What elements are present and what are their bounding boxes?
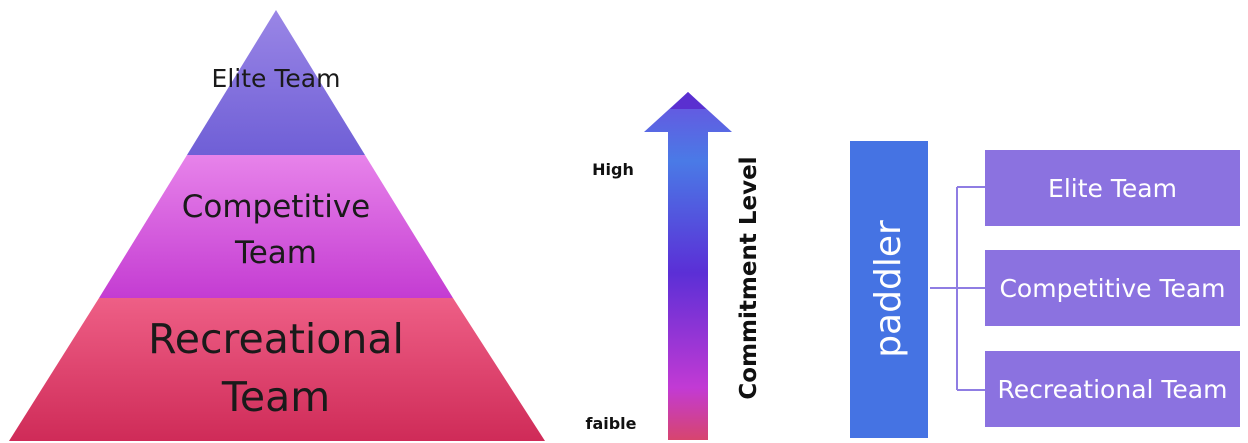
child-label-recreational: Recreational Team xyxy=(997,374,1228,404)
root-label: paddler xyxy=(868,220,909,358)
child-box-recreational xyxy=(985,351,1240,427)
pyramid-label-recreational-line2: Team xyxy=(221,373,331,421)
arrow-shape xyxy=(644,92,732,440)
pyramid-level-competitive xyxy=(99,155,453,298)
pyramid-label-competitive-line1: Competitive xyxy=(181,189,371,225)
pyramid xyxy=(9,10,545,441)
pyramid-level-recreational xyxy=(9,298,545,441)
child-label-competitive: Competitive Team xyxy=(999,273,1226,303)
arrow-axis-title: Commitment Level xyxy=(736,156,762,400)
pyramid-label-elite: Elite Team xyxy=(211,64,341,93)
child-box-elite xyxy=(985,150,1240,226)
arrow-tip-shade xyxy=(670,92,706,109)
child-label-elite: Elite Team xyxy=(1048,173,1177,203)
root-box xyxy=(850,141,928,438)
connector-lines xyxy=(930,186,985,391)
pyramid-label-recreational-line1: Recreational xyxy=(148,315,404,363)
pyramid-label-recreational: Recreational Team xyxy=(76,310,476,426)
pyramid-level-elite xyxy=(187,10,365,155)
hierarchy-diagram xyxy=(850,141,1240,438)
commitment-arrow xyxy=(644,92,732,440)
pyramid-label-competitive: Competitive Team xyxy=(126,184,426,276)
pyramid-label-competitive-line2: Team xyxy=(235,235,317,271)
arrow-high-label: High xyxy=(592,160,634,179)
arrow-low-label: faible xyxy=(585,414,637,433)
child-box-competitive xyxy=(985,250,1240,326)
